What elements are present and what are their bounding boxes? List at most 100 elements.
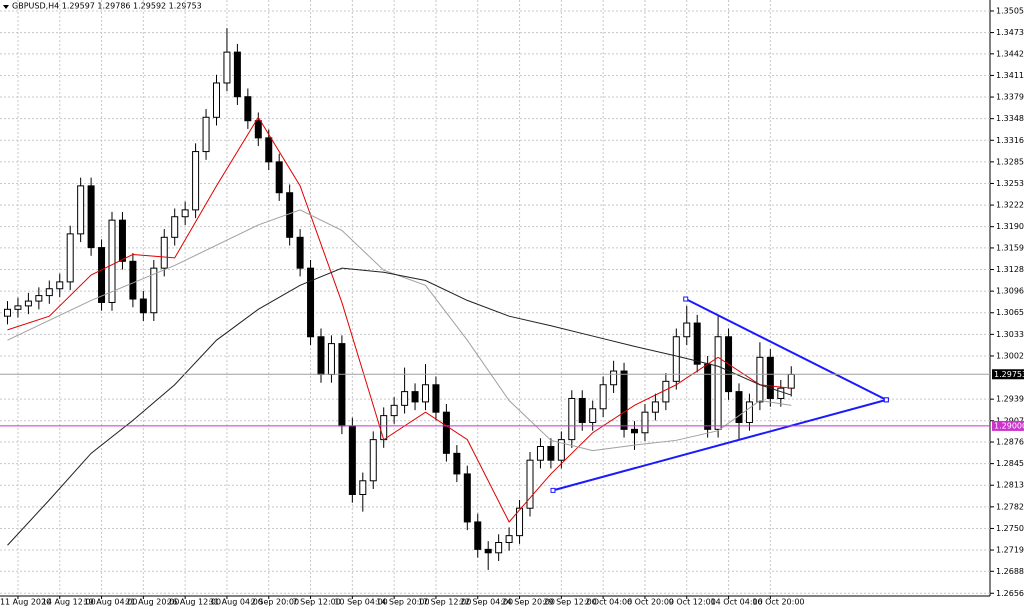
x-tick-label: 16 Oct 20:00 bbox=[752, 598, 804, 607]
candle-body bbox=[599, 384, 607, 410]
candle-body bbox=[359, 480, 367, 495]
candle-body bbox=[453, 452, 461, 475]
candle-body bbox=[87, 185, 95, 249]
candle-body bbox=[442, 411, 450, 454]
x-tick-label: 21 Aug 20:00 bbox=[125, 598, 179, 607]
candle-body bbox=[620, 370, 628, 430]
trendline-handle bbox=[550, 487, 556, 493]
candle-body bbox=[244, 96, 252, 122]
x-tick-label: 17 Sep 12:00 bbox=[418, 598, 471, 607]
price-label-box bbox=[992, 369, 1024, 380]
y-tick-label: 1.27190 bbox=[996, 546, 1024, 555]
x-tick-label: 2 Oct 04:00 bbox=[585, 598, 632, 607]
candle-body bbox=[557, 439, 565, 461]
y-tick-label: 1.29390 bbox=[996, 395, 1024, 404]
y-tick-label: 1.26560 bbox=[996, 589, 1024, 598]
candle-body bbox=[77, 185, 85, 235]
candle-body bbox=[568, 397, 576, 441]
candle-body bbox=[589, 408, 597, 423]
x-tick-label: 6 Oct 20:00 bbox=[627, 598, 674, 607]
candle-body bbox=[296, 236, 304, 269]
candle-body bbox=[108, 219, 116, 303]
candle-body bbox=[745, 401, 753, 423]
candle-body bbox=[233, 51, 241, 98]
candle-body bbox=[578, 397, 586, 423]
x-tick-label: 29 Sep 12:00 bbox=[543, 598, 596, 607]
price-label: 1.29000 bbox=[994, 421, 1024, 430]
candle-body bbox=[254, 120, 262, 139]
y-tick-label: 1.34425 bbox=[996, 49, 1024, 58]
trendline-handle bbox=[683, 296, 689, 302]
x-tick-label: 24 Sep 20:00 bbox=[502, 598, 555, 607]
y-tick-label: 1.31280 bbox=[996, 265, 1024, 274]
candle-body bbox=[213, 82, 220, 118]
candle-body bbox=[369, 439, 377, 482]
trendline bbox=[685, 298, 887, 401]
x-tick-label: 31 Aug 04:00 bbox=[209, 598, 263, 607]
x-tick-label: 19 Aug 04:00 bbox=[84, 598, 138, 607]
candle-body bbox=[766, 356, 774, 399]
y-tick-label: 1.30020 bbox=[996, 351, 1024, 360]
candle-body bbox=[505, 535, 513, 544]
candle-body bbox=[160, 236, 168, 269]
candle-body bbox=[139, 298, 147, 314]
y-tick-label: 1.27505 bbox=[996, 524, 1024, 533]
y-tick-label: 1.28450 bbox=[996, 459, 1024, 468]
candle-body bbox=[631, 428, 638, 434]
x-tick-label: 14 Aug 12:00 bbox=[42, 598, 96, 607]
candle-body bbox=[495, 542, 503, 554]
moving-average bbox=[7, 209, 792, 452]
candle-body bbox=[14, 305, 22, 310]
x-tick-label: 7 Sep 12:00 bbox=[293, 598, 341, 607]
candle-body bbox=[66, 233, 74, 283]
candle-body bbox=[338, 343, 346, 427]
y-tick-label: 1.31595 bbox=[996, 243, 1024, 252]
candle-body bbox=[24, 300, 32, 307]
candle-body bbox=[192, 151, 200, 211]
y-tick-label: 1.30965 bbox=[996, 287, 1024, 296]
moving-average bbox=[7, 267, 792, 546]
y-tick-label: 1.31905 bbox=[996, 222, 1024, 231]
candle-body bbox=[526, 459, 534, 509]
candle-body bbox=[45, 288, 53, 297]
x-tick-label: 10 Sep 04:00 bbox=[334, 598, 387, 607]
menu-arrow[interactable] bbox=[3, 5, 9, 9]
candle-body bbox=[275, 161, 283, 194]
y-tick-label: 1.33480 bbox=[996, 114, 1024, 123]
y-tick-label: 1.30335 bbox=[996, 330, 1024, 339]
candle-body bbox=[516, 507, 524, 537]
candle-body bbox=[756, 356, 764, 403]
y-tick-label: 1.32850 bbox=[996, 157, 1024, 166]
candle-body bbox=[129, 260, 137, 300]
x-tick-label: 22 Sep 04:00 bbox=[460, 598, 513, 607]
candle-body bbox=[693, 322, 701, 365]
candle-body bbox=[787, 373, 795, 389]
candle-body bbox=[683, 322, 691, 338]
price-label: 1.29753 bbox=[994, 370, 1024, 379]
x-tick-label: 11 Aug 2020 bbox=[0, 598, 51, 607]
candle-body bbox=[411, 391, 419, 403]
candle-body bbox=[735, 391, 743, 423]
y-tick-label: 1.27820 bbox=[996, 502, 1024, 511]
candle-body bbox=[380, 415, 388, 441]
x-tick-label: 9 Oct 12:00 bbox=[669, 598, 716, 607]
y-tick-label: 1.33165 bbox=[996, 136, 1024, 145]
plot-area bbox=[0, 0, 990, 596]
candle-body bbox=[422, 384, 429, 403]
chart-header: GBPUSD,H4 1.29597 1.29786 1.29592 1.2975… bbox=[12, 2, 202, 11]
candle-body bbox=[432, 384, 440, 413]
candle-body bbox=[463, 473, 471, 523]
candle-body bbox=[651, 401, 659, 413]
candle-body bbox=[474, 521, 482, 550]
candle-body bbox=[181, 209, 189, 218]
candle-body bbox=[307, 267, 315, 338]
candle-body bbox=[777, 387, 785, 399]
x-tick-label: 26 Aug 12:00 bbox=[167, 598, 221, 607]
candle-body bbox=[672, 336, 680, 382]
x-tick-label: 14 Oct 04:00 bbox=[711, 598, 763, 607]
y-tick-label: 1.26880 bbox=[996, 567, 1024, 576]
y-tick-label: 1.32220 bbox=[996, 201, 1024, 210]
candle-body bbox=[98, 247, 106, 303]
candle-body bbox=[401, 391, 409, 406]
candle-body bbox=[4, 308, 11, 317]
